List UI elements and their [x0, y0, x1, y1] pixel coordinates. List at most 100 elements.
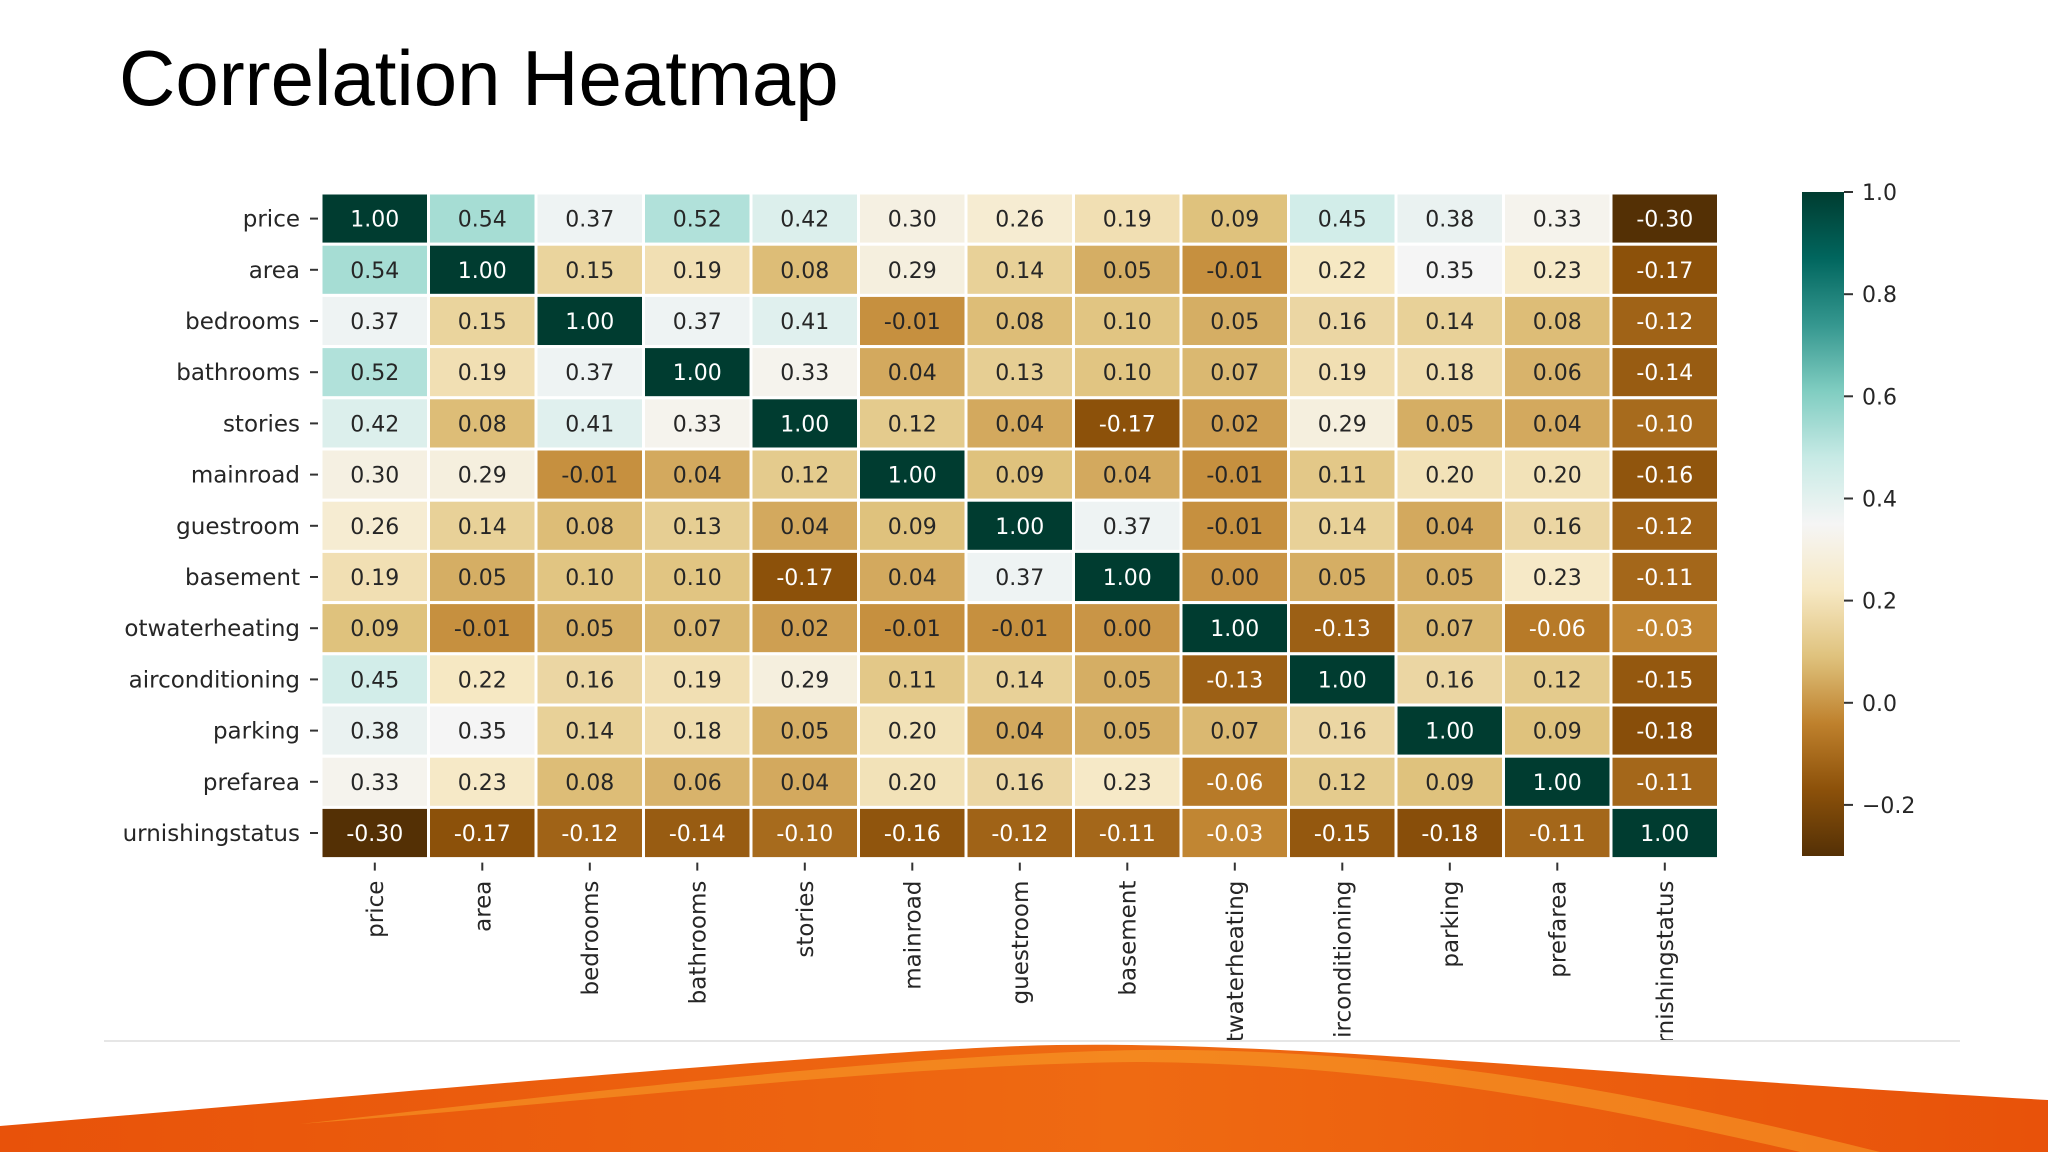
- footer-swoosh: [0, 1040, 2048, 1152]
- heatmap-cell-value-11-4: 0.04: [780, 771, 829, 796]
- row-label-parking: parking: [213, 719, 300, 745]
- heatmap-cell-value-10-8: 0.07: [1210, 720, 1259, 745]
- heatmap-cell-value-10-11: 0.09: [1533, 720, 1582, 745]
- row-label-urnishingstatus: urnishingstatus: [123, 821, 300, 847]
- heatmap-cell-1-3: [642, 242, 753, 297]
- heatmap-cell-value-12-1: -0.17: [454, 822, 511, 847]
- heatmap-cell-value-2-5: -0.01: [884, 310, 941, 335]
- heatmap-cell-value-10-6: 0.04: [995, 720, 1044, 745]
- heatmap-cell-value-6-5: 0.09: [888, 515, 937, 540]
- colorbar-tick-label-3: 0.4: [1862, 488, 1897, 513]
- heatmap-cell-value-1-11: 0.23: [1533, 259, 1582, 284]
- heatmap-cell-value-12-11: -0.11: [1529, 822, 1586, 847]
- heatmap-cell-value-5-10: 0.20: [1425, 464, 1474, 489]
- row-label-bedrooms: bedrooms: [185, 309, 300, 335]
- heatmap-cell-4-11: [1502, 396, 1613, 451]
- heatmap-cell-value-6-10: 0.04: [1425, 515, 1474, 540]
- row-label-price: price: [243, 207, 300, 233]
- heatmap-cell-value-5-11: 0.20: [1533, 464, 1582, 489]
- column-label-hotwaterheating: hotwaterheating: [1223, 881, 1249, 1040]
- heatmap-cell-12-12: [1609, 805, 1720, 861]
- heatmap-cell-7-0: [319, 549, 430, 605]
- heatmap-cell-3-8: [1179, 345, 1290, 400]
- heatmap-cell-value-1-12: -0.17: [1636, 259, 1693, 284]
- heatmap-cell-value-2-1: 0.15: [458, 310, 507, 335]
- column-labels: price area bedrooms bathrooms stories mainroa…: [363, 862, 1679, 1040]
- heatmap-cell-value-11-0: 0.33: [350, 771, 399, 796]
- heatmap-cell-value-10-10: 1.00: [1425, 720, 1474, 745]
- heatmap-cell-8-3: [642, 601, 753, 656]
- heatmap-cell-6-6: [964, 498, 1075, 553]
- heatmap-cell-value-7-6: 0.37: [995, 566, 1044, 591]
- heatmap-cell-value-11-7: 0.23: [1103, 771, 1152, 796]
- heatmap-cell-value-0-10: 0.38: [1425, 208, 1474, 233]
- colorbar: 1.0 0.8 0.6 0.4 0.2 0.0 −0.2: [1802, 181, 1915, 856]
- heatmap-cell-7-4: [749, 549, 860, 605]
- heatmap-cell-5-10: [1394, 447, 1505, 502]
- heatmap-cell-value-6-11: 0.16: [1533, 515, 1582, 540]
- heatmap-cell-value-11-5: 0.20: [888, 771, 937, 796]
- heatmap-cell-value-9-12: -0.15: [1636, 668, 1693, 693]
- heatmap-cell-12-9: [1287, 805, 1398, 861]
- heatmap-cell-value-7-12: -0.11: [1636, 566, 1693, 591]
- heatmap-cell-9-5: [857, 652, 968, 707]
- column-label-mainroad: mainroad: [900, 881, 926, 990]
- column-label-stories: stories: [793, 881, 819, 958]
- heatmap-cell-value-7-3: 0.10: [673, 566, 722, 591]
- heatmap-cell-value-3-10: 0.18: [1425, 361, 1474, 386]
- heatmap-cell-3-10: [1394, 345, 1505, 400]
- column-label-bathrooms: bathrooms: [685, 881, 711, 1005]
- heatmap-cell-0-2: [534, 191, 645, 246]
- heatmap-cell-value-3-1: 0.19: [458, 361, 507, 386]
- heatmap-cell-7-1: [427, 549, 538, 605]
- heatmap-cell-value-5-3: 0.04: [673, 464, 722, 489]
- heatmap-cell-value-4-0: 0.42: [350, 412, 399, 437]
- heatmap-cell-4-10: [1394, 396, 1505, 451]
- row-label-guestroom: guestroom: [176, 514, 300, 540]
- heatmap-cell-value-2-9: 0.16: [1318, 310, 1367, 335]
- colorbar-tick-label-1: 0.8: [1862, 283, 1897, 308]
- heatmap-cell-value-9-9: 1.00: [1318, 668, 1367, 693]
- heatmap-cell-value-2-6: 0.08: [995, 310, 1044, 335]
- heatmap-cell-value-12-12: 1.00: [1640, 822, 1689, 847]
- heatmap-cell-value-4-5: 0.12: [888, 412, 937, 437]
- heatmap-cell-7-11: [1502, 549, 1613, 605]
- heatmap-cell-value-0-1: 0.54: [458, 208, 507, 233]
- heatmap-cell-1-9: [1287, 242, 1398, 297]
- heatmap-cell-value-2-4: 0.41: [780, 310, 829, 335]
- heatmap-cell-value-12-6: -0.12: [991, 822, 1048, 847]
- heatmap-cell-1-0: [319, 242, 430, 297]
- heatmap-cell-10-12: [1609, 703, 1720, 758]
- heatmap-cell-12-7: [1072, 805, 1183, 861]
- heatmap-cell-value-7-11: 0.23: [1533, 566, 1582, 591]
- heatmap-cell-value-11-12: -0.11: [1636, 771, 1693, 796]
- heatmap-cell-value-6-1: 0.14: [458, 515, 507, 540]
- column-label-bedrooms: bedrooms: [578, 881, 604, 996]
- heatmap-cell-value-0-7: 0.19: [1103, 208, 1152, 233]
- heatmap-cell-value-2-8: 0.05: [1210, 310, 1259, 335]
- heatmap-cell-1-2: [534, 242, 645, 297]
- heatmap-cell-value-5-7: 0.04: [1103, 464, 1152, 489]
- heatmap-cell-value-0-11: 0.33: [1533, 208, 1582, 233]
- heatmap-cell-value-10-2: 0.14: [565, 720, 614, 745]
- heatmap-cell-value-4-12: -0.10: [1636, 412, 1693, 437]
- heatmap-cell-value-1-5: 0.29: [888, 259, 937, 284]
- heatmap-cell-value-8-7: 0.00: [1103, 617, 1152, 642]
- heatmap-cell-value-4-3: 0.33: [673, 412, 722, 437]
- heatmap-cell-11-9: [1287, 754, 1398, 809]
- heatmap-cell-value-8-3: 0.07: [673, 617, 722, 642]
- heatmap-cell-value-11-10: 0.09: [1425, 771, 1474, 796]
- row-label-mainroad: mainroad: [191, 463, 300, 489]
- heatmap-cell-value-5-5: 1.00: [888, 464, 937, 489]
- heatmap-cell-value-0-8: 0.09: [1210, 208, 1259, 233]
- heatmap-cell-value-11-3: 0.06: [673, 771, 722, 796]
- heatmap-cell-value-12-7: -0.11: [1099, 822, 1156, 847]
- heatmap-cell-value-10-7: 0.05: [1103, 720, 1152, 745]
- heatmap-cell-value-4-9: 0.29: [1318, 412, 1367, 437]
- heatmap-cell-value-1-2: 0.15: [565, 259, 614, 284]
- heatmap-cell-value-2-11: 0.08: [1533, 310, 1582, 335]
- row-label-area: area: [249, 258, 300, 284]
- heatmap-cell-value-10-1: 0.35: [458, 720, 507, 745]
- column-label-furnishingstatus: furnishingstatus: [1653, 881, 1679, 1040]
